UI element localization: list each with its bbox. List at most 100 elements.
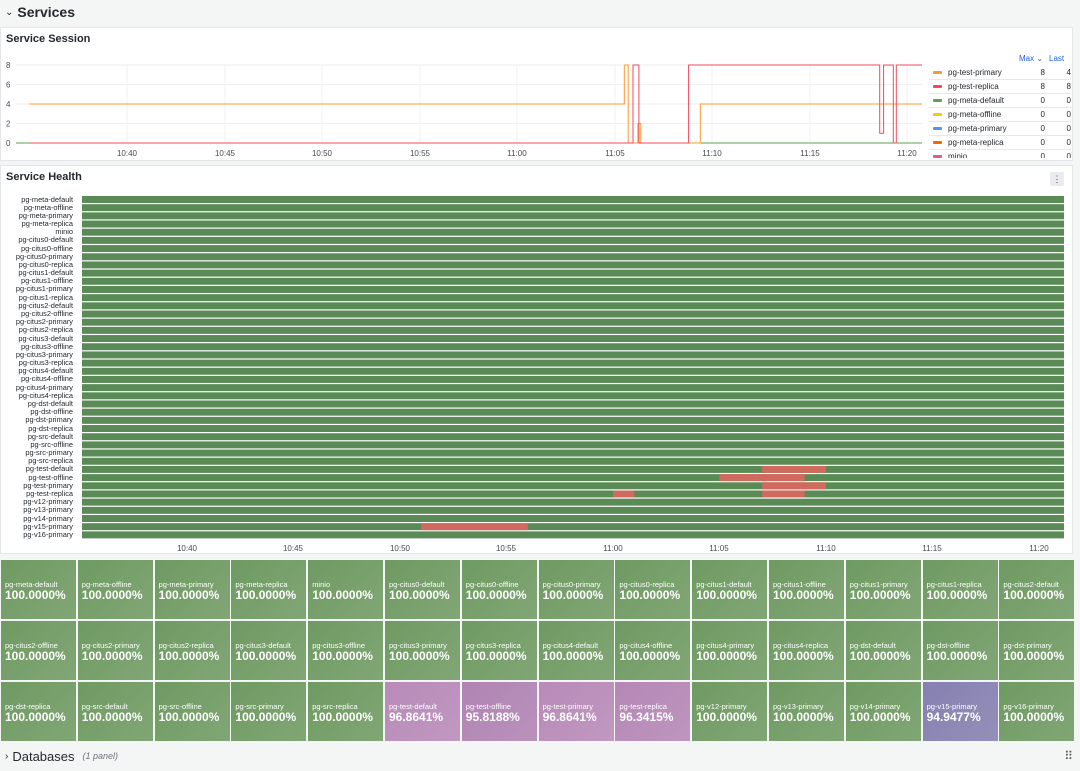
legend-item[interactable]: minio 0 0 xyxy=(929,150,1071,158)
drag-handle-icon[interactable]: ⠿ xyxy=(1064,749,1073,763)
stat-tile-pg-citus3-offline[interactable]: pg-citus3-offline 100.0000% xyxy=(308,621,384,680)
stat-tile-pg-citus3-default[interactable]: pg-citus3-default 100.0000% xyxy=(231,621,307,680)
legend-max-header[interactable]: Max ⌄ xyxy=(1019,54,1044,63)
stat-tile-pg-src-primary[interactable]: pg-src-primary 100.0000% xyxy=(231,682,307,741)
legend-last: 0 xyxy=(1066,138,1071,147)
legend-item[interactable]: pg-meta-default 0 0 xyxy=(929,94,1071,108)
stat-tile-pg-test-primary[interactable]: pg-test-primary 96.8641% xyxy=(538,682,614,741)
stat-tile-pg-src-offline[interactable]: pg-src-offline 100.0000% xyxy=(154,682,230,741)
stat-name: pg-test-replica xyxy=(619,702,667,711)
health-row-label: pg-src-primary xyxy=(25,448,73,458)
health-bar-pg-src-offline xyxy=(82,441,1064,449)
health-bar-pg-citus4-offline xyxy=(82,375,1064,383)
health-bar-pg-citus3-default xyxy=(82,335,1064,343)
stat-tile-pg-test-replica[interactable]: pg-test-replica 96.3415% xyxy=(615,682,691,741)
stat-tile-pg-citus1-default[interactable]: pg-citus1-default 100.0000% xyxy=(692,560,768,619)
stat-tile-pg-citus1-offline[interactable]: pg-citus1-offline 100.0000% xyxy=(769,560,844,619)
stat-tile-pg-citus4-primary[interactable]: pg-citus4-primary 100.0000% xyxy=(692,621,768,680)
row-title: Services xyxy=(17,4,75,20)
stat-tile-pg-citus4-default[interactable]: pg-citus4-default 100.0000% xyxy=(538,621,614,680)
stat-tile-pg-citus0-replica[interactable]: pg-citus0-replica 100.0000% xyxy=(615,560,691,619)
stat-tile-pg-dst-default[interactable]: pg-dst-default 100.0000% xyxy=(845,621,921,680)
health-bar-pg-meta-offline xyxy=(82,204,1064,212)
stat-tile-pg-citus2-replica[interactable]: pg-citus2-replica 100.0000% xyxy=(154,621,230,680)
stat-name: pg-v15-primary xyxy=(926,702,978,711)
chevron-down-icon[interactable]: ⌄ xyxy=(5,6,14,18)
health-row-label: pg-citus4-replica xyxy=(18,390,73,400)
stat-tile-pg-v16-primary[interactable]: pg-v16-primary 100.0000% xyxy=(999,682,1075,741)
legend-item[interactable]: pg-test-replica 8 8 xyxy=(929,80,1071,94)
health-bar-pg-test-primary xyxy=(82,482,1064,490)
legend-swatch xyxy=(933,141,942,144)
stat-name: pg-v13-primary xyxy=(773,702,824,711)
stat-name: pg-citus3-primary xyxy=(389,641,447,650)
stat-tile-minio[interactable]: minio 100.0000% xyxy=(308,560,384,619)
chevron-right-icon[interactable]: › xyxy=(5,750,9,762)
services-row-header[interactable]: ⌄ Services xyxy=(0,0,1080,24)
y-tick-label: 2 xyxy=(6,120,11,129)
legend-item[interactable]: pg-meta-offline 0 0 xyxy=(929,108,1071,122)
stat-value: 100.0000% xyxy=(158,649,220,663)
stat-tile-pg-citus1-replica[interactable]: pg-citus1-replica 100.0000% xyxy=(922,560,998,619)
stat-tile-pg-citus1-primary[interactable]: pg-citus1-primary 100.0000% xyxy=(845,560,921,619)
stat-tile-pg-test-default[interactable]: pg-test-default 96.8641% xyxy=(385,682,460,741)
health-row-label: pg-citus3-default xyxy=(18,333,73,343)
panel-menu-icon[interactable]: ⋮ xyxy=(1050,172,1064,186)
x-tick-label: 10:45 xyxy=(215,149,236,158)
health-bar-pg-citus2-offline xyxy=(82,310,1064,318)
stat-tile-pg-meta-replica[interactable]: pg-meta-replica 100.0000% xyxy=(231,560,307,619)
stat-tile-pg-meta-offline[interactable]: pg-meta-offline 100.0000% xyxy=(77,560,153,619)
stat-tile-pg-dst-primary[interactable]: pg-dst-primary 100.0000% xyxy=(999,621,1075,680)
health-bar-pg-citus2-default xyxy=(82,302,1064,310)
stat-tile-pg-citus2-default[interactable]: pg-citus2-default 100.0000% xyxy=(999,560,1075,619)
x-tick-label: 11:10 xyxy=(816,544,836,553)
x-tick-label: 11:10 xyxy=(702,149,722,158)
stat-tile-pg-citus0-primary[interactable]: pg-citus0-primary 100.0000% xyxy=(538,560,614,619)
legend-max: 0 xyxy=(1040,110,1045,119)
stat-tile-pg-v14-primary[interactable]: pg-v14-primary 100.0000% xyxy=(845,682,921,741)
health-row-label: pg-citus2-offline xyxy=(20,309,73,319)
stat-name: pg-citus1-primary xyxy=(849,580,908,589)
stat-tile-pg-src-default[interactable]: pg-src-default 100.0000% xyxy=(77,682,153,741)
stat-tile-pg-citus3-primary[interactable]: pg-citus3-primary 100.0000% xyxy=(385,621,460,680)
databases-row-header[interactable]: › Databases (1 panel) ⠿ xyxy=(0,745,1080,767)
health-row-label: pg-src-offline xyxy=(30,439,73,449)
stat-tile-pg-citus4-offline[interactable]: pg-citus4-offline 100.0000% xyxy=(615,621,691,680)
legend-item[interactable]: pg-test-primary 8 4 xyxy=(929,66,1071,80)
health-bar-pg-citus0-default xyxy=(82,236,1064,244)
stat-tile-pg-v15-primary[interactable]: pg-v15-primary 94.9477% xyxy=(922,682,998,741)
x-tick-label: 10:55 xyxy=(496,544,517,553)
session-chart: 8 6 4 2 0 10:40 10:45 10:50 10:55 11:00 11:05 11:10… xyxy=(6,61,922,158)
stat-value: 100.0000% xyxy=(542,649,604,663)
stat-tile-pg-citus3-replica[interactable]: pg-citus3-replica 100.0000% xyxy=(461,621,537,680)
health-bar-pg-citus1-offline xyxy=(82,277,1064,285)
stat-tile-pg-meta-default[interactable]: pg-meta-default 100.0000% xyxy=(1,560,76,619)
stat-tile-pg-citus2-primary[interactable]: pg-citus2-primary 100.0000% xyxy=(77,621,153,680)
stat-tile-pg-citus0-offline[interactable]: pg-citus0-offline 100.0000% xyxy=(461,560,537,619)
legend-last-header[interactable]: Last xyxy=(1049,54,1065,63)
legend-item[interactable]: pg-meta-primary 0 0 xyxy=(929,122,1071,136)
stat-tile-pg-test-offline[interactable]: pg-test-offline 95.8188% xyxy=(461,682,537,741)
stat-tile-pg-citus2-offline[interactable]: pg-citus2-offline 100.0000% xyxy=(1,621,76,680)
health-bar-pg-dst-offline xyxy=(82,408,1064,416)
stat-tile-pg-citus4-replica[interactable]: pg-citus4-replica 100.0000% xyxy=(769,621,844,680)
stat-tile-pg-v13-primary[interactable]: pg-v13-primary 100.0000% xyxy=(769,682,844,741)
health-bar-pg-citus1-replica xyxy=(82,294,1064,302)
stat-tile-pg-meta-primary[interactable]: pg-meta-primary 100.0000% xyxy=(154,560,230,619)
legend-item[interactable]: pg-meta-replica 0 0 xyxy=(929,136,1071,150)
stat-value: 100.0000% xyxy=(158,710,220,724)
stat-value: 100.0000% xyxy=(465,649,527,663)
stat-tile-pg-dst-replica[interactable]: pg-dst-replica 100.0000% xyxy=(1,682,76,741)
stat-value: 100.0000% xyxy=(773,710,834,724)
legend-swatch xyxy=(933,71,942,74)
stat-tile-pg-src-replica[interactable]: pg-src-replica 100.0000% xyxy=(308,682,384,741)
legend-swatch xyxy=(933,113,942,116)
stat-tile-pg-citus0-default[interactable]: pg-citus0-default 100.0000% xyxy=(385,560,460,619)
stat-tile-pg-dst-offline[interactable]: pg-dst-offline 100.0000% xyxy=(922,621,998,680)
stat-tile-pg-v12-primary[interactable]: pg-v12-primary 100.0000% xyxy=(692,682,768,741)
health-row-label: pg-dst-offline xyxy=(30,407,73,417)
series-line-pg-test-replica xyxy=(29,64,922,144)
health-row-label: pg-citus0-default xyxy=(18,235,73,245)
stat-name: pg-meta-offline xyxy=(81,580,132,589)
legend-name: pg-meta-replica xyxy=(948,138,1004,147)
